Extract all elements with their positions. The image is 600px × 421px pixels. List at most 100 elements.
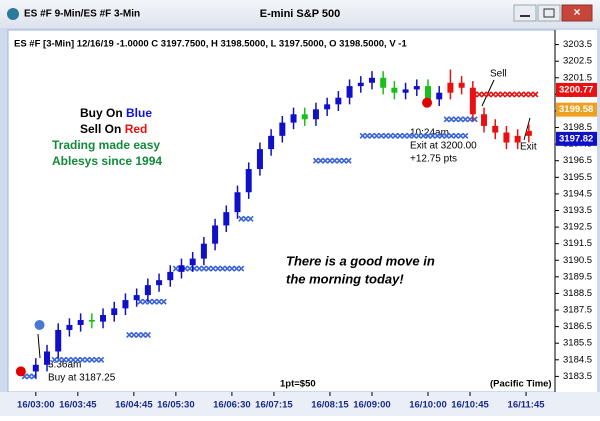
- stop-cross: [51, 356, 58, 363]
- candle-body: [503, 132, 510, 143]
- candle-body: [32, 364, 39, 372]
- y-tick-label: 3192.5: [563, 222, 592, 233]
- stop-cross: [65, 356, 72, 363]
- stop-cross: [476, 91, 483, 98]
- signal-dot: [34, 319, 45, 330]
- buy-note: 3:36am: [48, 360, 81, 371]
- y-tick-label: 3194.5: [563, 188, 592, 199]
- exit-label: Exit: [520, 142, 537, 153]
- y-tick-label: 3191.5: [563, 238, 592, 249]
- stop-cross: [359, 132, 366, 139]
- stop-cross: [443, 116, 450, 123]
- maximize-button[interactable]: [537, 4, 561, 22]
- candle-body: [268, 135, 275, 150]
- stop-cross: [205, 265, 212, 272]
- price-marker-label: 3199.58: [559, 104, 593, 115]
- stop-cross: [513, 91, 520, 98]
- y-tick-label: 3184.5: [563, 354, 592, 365]
- y-tick-label: 3202.5: [563, 56, 592, 67]
- stop-cross: [387, 132, 394, 139]
- stop-cross: [396, 132, 404, 139]
- footer-right: (Pacific Time): [490, 379, 552, 390]
- legend-line: Ablesys since 1994: [52, 154, 162, 168]
- candle-body: [425, 86, 432, 100]
- stop-cross: [462, 116, 469, 123]
- time-axis-area: [0, 392, 600, 416]
- window-buttons: ×: [513, 4, 593, 22]
- plot-area: [7, 29, 556, 393]
- x-tick-label: 16/05:30: [157, 400, 195, 411]
- stop-cross: [233, 265, 240, 272]
- price-marker: [556, 131, 597, 146]
- x-tick-label: 16/07:15: [255, 400, 293, 411]
- stop-cross: [322, 157, 329, 164]
- stop-cross: [420, 132, 427, 139]
- legend-word: Buy On: [80, 106, 123, 120]
- stop-cross: [504, 91, 511, 98]
- y-tick-label: 3193.5: [563, 205, 592, 216]
- stop-cross: [135, 331, 142, 338]
- stop-cross: [156, 298, 163, 305]
- stop-cross: [415, 132, 422, 139]
- signal-dot: [15, 366, 26, 377]
- y-tick-label: 3187.5: [563, 305, 592, 316]
- app-icon: [7, 8, 19, 20]
- stop-cross: [160, 298, 167, 305]
- candle-body: [44, 351, 51, 365]
- stop-cross: [326, 157, 334, 164]
- stop-cross: [429, 132, 436, 139]
- y-tick-label: 3203.5: [563, 39, 592, 50]
- candle-body: [413, 86, 420, 90]
- stop-cross: [200, 265, 207, 272]
- x-tick-label: 16/03:00: [17, 400, 55, 411]
- stop-cross: [247, 215, 254, 222]
- stop-cross: [84, 356, 91, 363]
- stop-cross: [392, 132, 399, 139]
- y-tick-label: 3183.5: [563, 371, 592, 382]
- stop-cross: [462, 132, 469, 139]
- stop-cross: [368, 132, 376, 139]
- stop-cross: [378, 132, 385, 139]
- stop-cross: [312, 157, 320, 164]
- buy-arrow: [37, 333, 41, 359]
- price-marker: [556, 102, 597, 117]
- candle-body: [458, 82, 465, 88]
- x-tick-label: 16/08:15: [311, 400, 349, 411]
- stop-cross: [522, 91, 530, 98]
- minimize-button[interactable]: [513, 4, 537, 22]
- stop-cross: [238, 265, 245, 272]
- window-title: ES #F 9-Min/ES #F 3-Min: [24, 9, 140, 20]
- stop-cross: [452, 116, 460, 123]
- stop-cross: [499, 91, 506, 98]
- stop-cross: [364, 132, 371, 139]
- stop-cross: [140, 331, 147, 338]
- candle-body: [380, 77, 387, 88]
- stop-cross: [382, 132, 390, 139]
- stop-cross: [466, 116, 474, 123]
- candle-body: [234, 192, 241, 213]
- stop-cross: [151, 298, 158, 305]
- stop-cross: [242, 215, 249, 222]
- stop-cross: [424, 132, 432, 139]
- candle-body: [66, 324, 73, 330]
- stop-cross: [452, 132, 460, 139]
- candle-body: [256, 149, 263, 170]
- candle-body: [324, 104, 331, 110]
- exit-arrow: [523, 117, 531, 141]
- candle-body: [111, 308, 118, 316]
- stop-cross: [126, 331, 133, 338]
- stop-cross: [532, 91, 539, 98]
- close-icon: ×: [573, 5, 580, 19]
- stop-cross: [527, 91, 534, 98]
- y-tick-label: 3195.5: [563, 172, 592, 183]
- candle-body: [212, 225, 219, 244]
- candle-body: [514, 135, 521, 143]
- title-bar: [0, 0, 600, 28]
- legend-text: Buy On Blue Sell On Red Trading made eas…: [52, 106, 162, 168]
- stop-cross: [60, 356, 67, 363]
- stop-cross: [485, 91, 492, 98]
- stop-cross: [130, 331, 137, 338]
- marks: [21, 69, 539, 380]
- close-button[interactable]: [561, 4, 593, 22]
